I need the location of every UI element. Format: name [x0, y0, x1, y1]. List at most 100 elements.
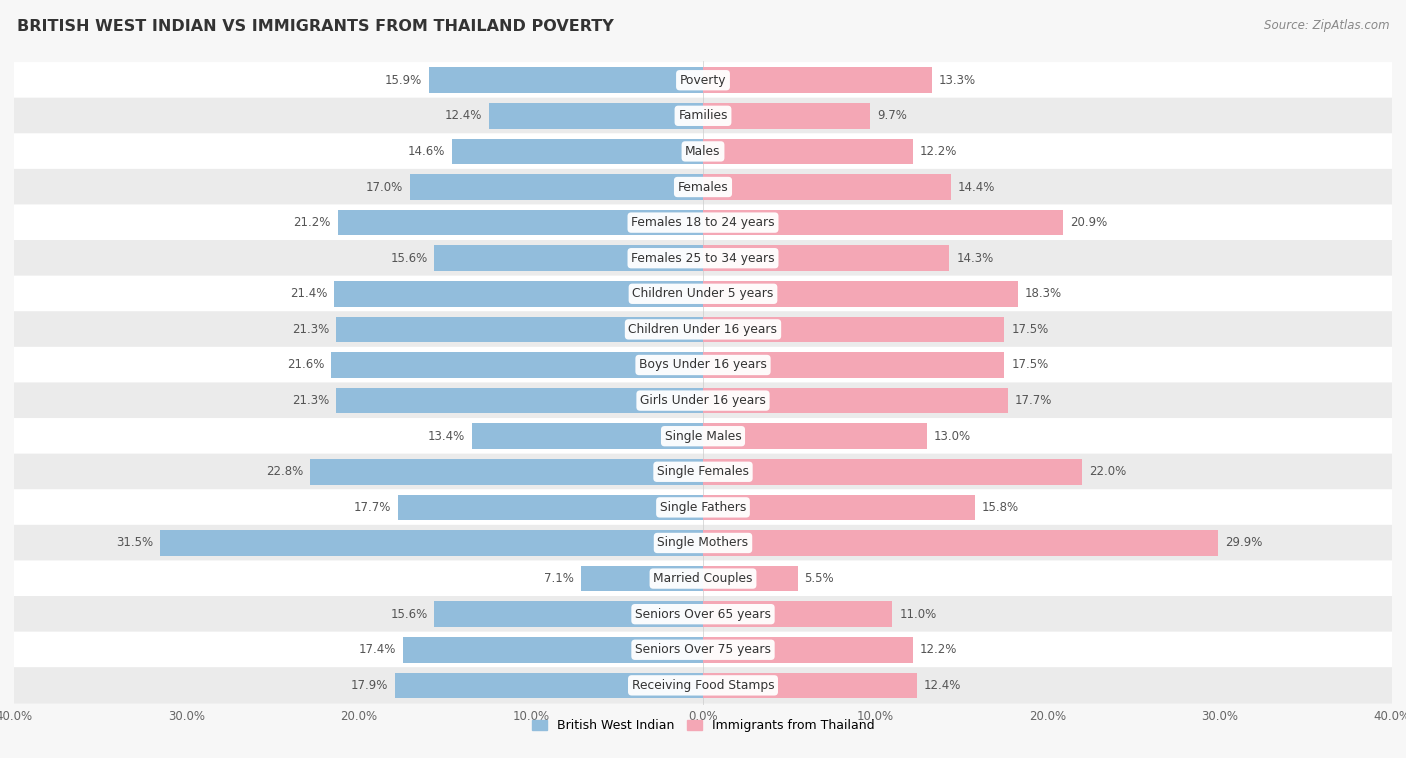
Text: 21.3%: 21.3% — [292, 323, 329, 336]
Text: Seniors Over 65 years: Seniors Over 65 years — [636, 608, 770, 621]
Bar — [404, 637, 703, 662]
Bar — [703, 601, 893, 627]
FancyBboxPatch shape — [14, 383, 1392, 418]
Text: Girls Under 16 years: Girls Under 16 years — [640, 394, 766, 407]
Text: Receiving Food Stamps: Receiving Food Stamps — [631, 679, 775, 692]
Text: Males: Males — [685, 145, 721, 158]
Text: Poverty: Poverty — [679, 74, 727, 86]
FancyBboxPatch shape — [14, 525, 1392, 561]
Text: 21.3%: 21.3% — [292, 394, 329, 407]
Bar — [703, 281, 1018, 307]
Text: 22.0%: 22.0% — [1088, 465, 1126, 478]
Text: Females 18 to 24 years: Females 18 to 24 years — [631, 216, 775, 229]
FancyBboxPatch shape — [14, 560, 1392, 597]
Text: 31.5%: 31.5% — [117, 537, 153, 550]
Text: 9.7%: 9.7% — [877, 109, 907, 122]
Bar — [703, 103, 870, 129]
Bar — [411, 174, 703, 200]
Bar — [330, 352, 703, 377]
Text: 15.9%: 15.9% — [385, 74, 422, 86]
Text: 13.0%: 13.0% — [934, 430, 972, 443]
Text: 29.9%: 29.9% — [1225, 537, 1263, 550]
Bar — [703, 424, 927, 449]
Text: 17.9%: 17.9% — [350, 679, 388, 692]
FancyBboxPatch shape — [14, 453, 1392, 490]
FancyBboxPatch shape — [14, 169, 1392, 205]
FancyBboxPatch shape — [14, 489, 1392, 525]
Bar — [703, 317, 1004, 342]
Text: 15.6%: 15.6% — [391, 608, 427, 621]
Text: 17.5%: 17.5% — [1011, 359, 1049, 371]
Legend: British West Indian, Immigrants from Thailand: British West Indian, Immigrants from Tha… — [527, 714, 879, 738]
Text: 17.0%: 17.0% — [366, 180, 404, 193]
Bar — [451, 139, 703, 164]
Text: 17.7%: 17.7% — [1015, 394, 1052, 407]
Text: 17.4%: 17.4% — [359, 644, 396, 656]
FancyBboxPatch shape — [14, 596, 1392, 632]
Text: 13.4%: 13.4% — [427, 430, 465, 443]
Text: Families: Families — [678, 109, 728, 122]
FancyBboxPatch shape — [14, 98, 1392, 134]
Text: 21.6%: 21.6% — [287, 359, 323, 371]
Text: Children Under 5 years: Children Under 5 years — [633, 287, 773, 300]
Bar — [472, 424, 703, 449]
Bar — [398, 494, 703, 520]
FancyBboxPatch shape — [14, 276, 1392, 312]
FancyBboxPatch shape — [14, 133, 1392, 170]
Text: Seniors Over 75 years: Seniors Over 75 years — [636, 644, 770, 656]
Text: 17.7%: 17.7% — [354, 501, 391, 514]
Text: 21.2%: 21.2% — [294, 216, 330, 229]
Text: 7.1%: 7.1% — [544, 572, 574, 585]
Bar — [336, 388, 703, 413]
Text: Children Under 16 years: Children Under 16 years — [628, 323, 778, 336]
Text: 14.3%: 14.3% — [956, 252, 994, 265]
Bar — [160, 530, 703, 556]
Text: 12.4%: 12.4% — [446, 109, 482, 122]
Text: 12.4%: 12.4% — [924, 679, 960, 692]
Text: 15.6%: 15.6% — [391, 252, 427, 265]
Bar — [335, 281, 703, 307]
Text: Boys Under 16 years: Boys Under 16 years — [640, 359, 766, 371]
Bar — [336, 317, 703, 342]
Bar — [703, 210, 1063, 236]
Text: 13.3%: 13.3% — [939, 74, 976, 86]
FancyBboxPatch shape — [14, 347, 1392, 383]
FancyBboxPatch shape — [14, 667, 1392, 703]
Text: Single Males: Single Males — [665, 430, 741, 443]
FancyBboxPatch shape — [14, 205, 1392, 241]
Bar — [703, 565, 797, 591]
Text: Females: Females — [678, 180, 728, 193]
Text: Females 25 to 34 years: Females 25 to 34 years — [631, 252, 775, 265]
Text: 20.9%: 20.9% — [1070, 216, 1107, 229]
Bar — [581, 565, 703, 591]
Bar — [703, 174, 950, 200]
Bar — [311, 459, 703, 484]
Text: 14.4%: 14.4% — [957, 180, 995, 193]
FancyBboxPatch shape — [14, 240, 1392, 277]
Bar — [703, 637, 912, 662]
Bar — [703, 139, 912, 164]
FancyBboxPatch shape — [14, 631, 1392, 668]
Text: Single Mothers: Single Mothers — [658, 537, 748, 550]
Text: 5.5%: 5.5% — [804, 572, 834, 585]
Text: Married Couples: Married Couples — [654, 572, 752, 585]
Text: 15.8%: 15.8% — [981, 501, 1019, 514]
Bar — [703, 494, 976, 520]
Text: Source: ZipAtlas.com: Source: ZipAtlas.com — [1264, 19, 1389, 32]
Text: 12.2%: 12.2% — [920, 145, 957, 158]
Text: 12.2%: 12.2% — [920, 644, 957, 656]
Bar — [703, 459, 1083, 484]
Bar — [703, 352, 1004, 377]
Text: 14.6%: 14.6% — [408, 145, 444, 158]
Text: 21.4%: 21.4% — [290, 287, 328, 300]
FancyBboxPatch shape — [14, 62, 1392, 99]
Bar — [429, 67, 703, 93]
Text: BRITISH WEST INDIAN VS IMMIGRANTS FROM THAILAND POVERTY: BRITISH WEST INDIAN VS IMMIGRANTS FROM T… — [17, 19, 613, 34]
Bar — [337, 210, 703, 236]
Bar — [703, 530, 1218, 556]
Bar — [703, 388, 1008, 413]
Bar — [395, 672, 703, 698]
Text: 18.3%: 18.3% — [1025, 287, 1062, 300]
Bar — [434, 601, 703, 627]
FancyBboxPatch shape — [14, 418, 1392, 454]
